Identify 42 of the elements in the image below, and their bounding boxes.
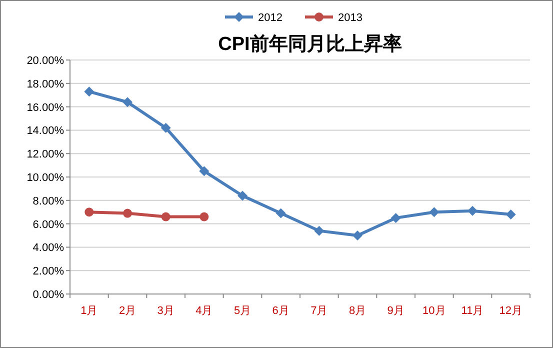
point [429,207,440,218]
point [352,230,362,240]
x-tick-label: 6月 [272,305,290,317]
point [506,209,516,220]
point [160,122,171,133]
y-tick-label: 20.00% [26,55,64,67]
point [238,190,248,201]
x-tick-label: 11月 [461,305,484,317]
point [123,208,132,218]
x-tick-label: 2月 [118,305,136,317]
x-tick-label: 1月 [80,305,98,317]
legend-label: 2012 [258,12,282,24]
chart-title: CPI前年同月比上昇率 [218,33,402,55]
legend-label: 2013 [338,12,362,24]
y-tick-label: 4.00% [32,242,64,254]
y-tick-label: 2.00% [32,266,64,278]
y-tick-label: 0.00% [32,289,64,301]
x-tick-label: 10月 [422,305,446,317]
x-tick-label: 5月 [234,305,252,317]
point [161,212,170,222]
y-tick-label: 18.00% [26,78,64,90]
point [468,206,478,216]
point [199,166,210,176]
point [84,86,94,97]
x-tick-label: 3月 [157,305,174,317]
x-tick-label: 4月 [196,305,213,317]
point [122,97,132,108]
x-tick-label: 7月 [310,305,328,317]
y-tick-label: 14.00% [26,125,64,138]
y-tick-label: 8.00% [32,195,64,208]
x-tick-label: 9月 [387,305,404,317]
point [390,212,401,223]
y-tick-label: 12.00% [26,148,64,161]
x-tick-label: 12月 [499,305,522,317]
point [314,226,324,236]
x-tick-label: 8月 [348,305,366,317]
y-tick-label: 6.00% [32,218,64,231]
point [200,212,209,222]
y-tick-label: 10.00% [26,172,64,184]
point [84,208,94,217]
point [276,208,286,218]
y-tick-label: 16.00% [26,102,64,114]
